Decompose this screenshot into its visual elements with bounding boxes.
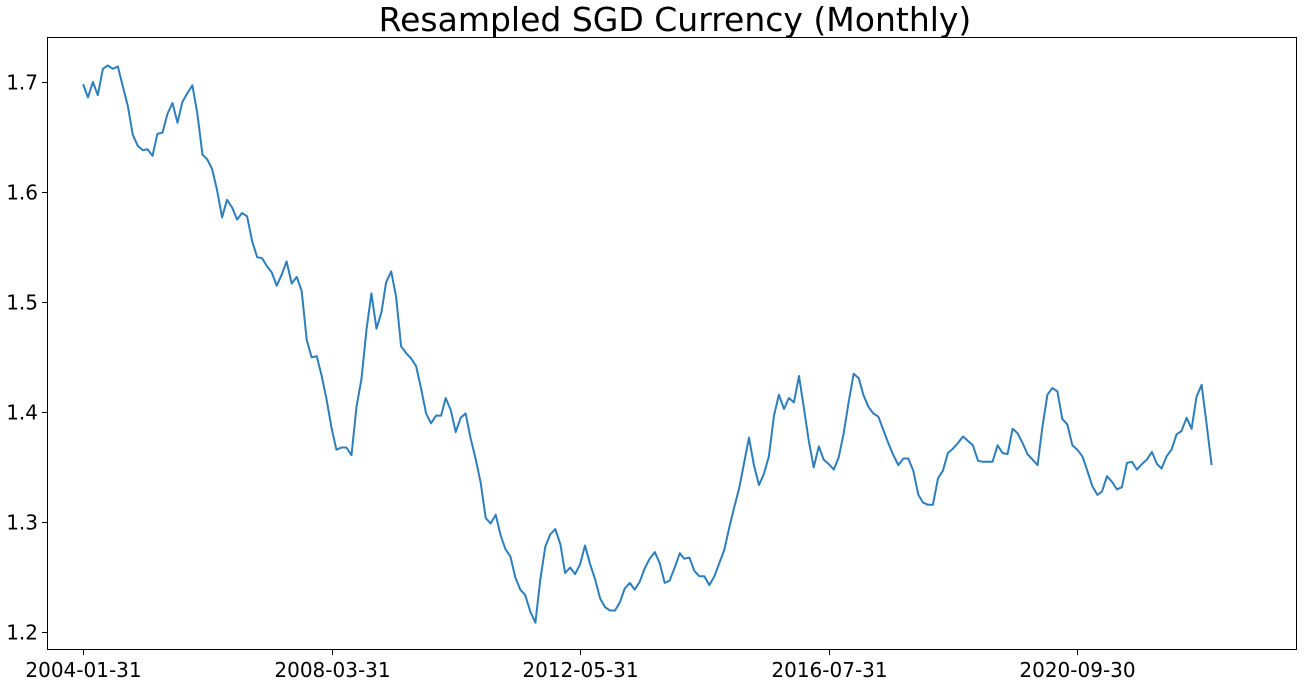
chart-title: Resampled SGD Currency (Monthly) xyxy=(378,0,972,39)
y-tick-label: 1.6 xyxy=(6,181,38,205)
x-tick-label: 2008-03-31 xyxy=(274,658,390,682)
series-layer xyxy=(82,64,1213,624)
y-tick-label: 1.7 xyxy=(6,71,38,95)
y-tick-label: 1.2 xyxy=(6,621,38,645)
y-tick-label: 1.4 xyxy=(6,401,38,425)
y-tick-label: 1.3 xyxy=(6,511,38,535)
x-axis: 2004-01-31 2008-03-31 2012-05-31 2016-07-31… xyxy=(25,649,1136,682)
x-tick-label: 2020-09-30 xyxy=(1019,658,1135,682)
x-tick-label: 2012-05-31 xyxy=(522,658,638,682)
x-tick-label: 2004-01-31 xyxy=(25,658,141,682)
x-tick-label: 2016-07-31 xyxy=(771,658,887,682)
y-axis: 1.2 1.3 1.4 1.5 1.6 1.7 xyxy=(6,71,48,645)
y-tick-label: 1.5 xyxy=(6,291,38,315)
plot-area-frame xyxy=(47,37,1297,650)
series-line-0 xyxy=(82,64,1213,624)
